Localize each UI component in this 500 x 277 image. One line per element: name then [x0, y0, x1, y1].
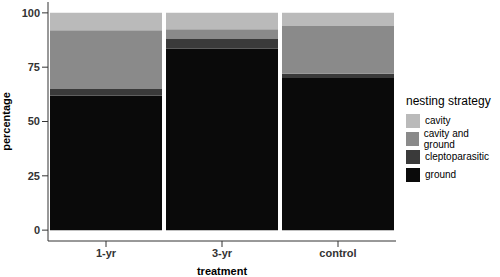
html-text:cleptoparasitic: cleptoparasitic: [425, 151, 489, 162]
svg-text:50: 50: [28, 115, 40, 127]
html-text:cavity: cavity: [425, 115, 451, 126]
svg-text:75: 75: [28, 61, 40, 73]
html-text:ground: ground: [425, 169, 457, 180]
html-text:nesting strategy: nesting strategy: [406, 93, 491, 108]
html-text:cavity and ground: cavity and ground: [423, 127, 469, 150]
svg-text:control: control: [319, 247, 356, 259]
svg-text:treatment: treatment: [197, 265, 247, 277]
svg-text:25: 25: [28, 170, 40, 182]
svg-text:1-yr: 1-yr: [96, 247, 117, 259]
svg-text:3-yr: 3-yr: [212, 247, 233, 259]
svg-text:100: 100: [22, 7, 40, 19]
svg-text:0: 0: [34, 224, 40, 236]
svg-text:percentage: percentage: [8, 92, 12, 151]
